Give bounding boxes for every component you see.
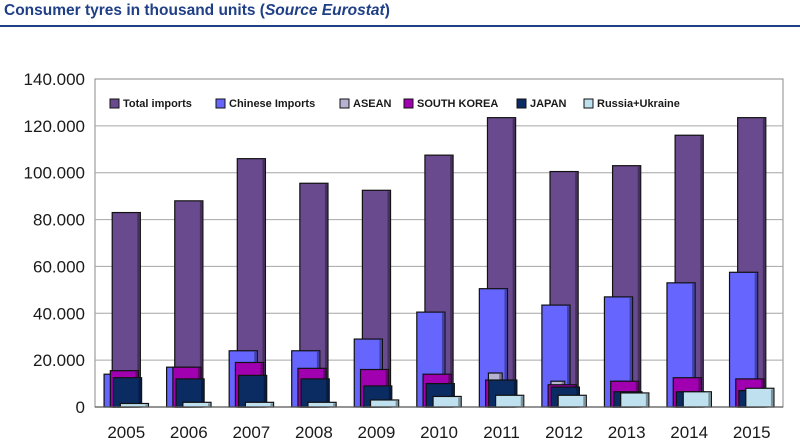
bar-shade bbox=[520, 396, 524, 406]
legend-swatch bbox=[516, 98, 527, 109]
bar-russia-ukraine-2010 bbox=[432, 395, 462, 408]
series-russia-ukraine bbox=[119, 387, 775, 408]
bar-shade bbox=[138, 378, 142, 406]
bar-shade bbox=[762, 118, 766, 407]
bar-russia-ukraine-2011 bbox=[495, 394, 525, 408]
heading-source: Source Eurostat bbox=[264, 2, 385, 19]
bar-shade bbox=[708, 392, 711, 406]
bar-shade bbox=[700, 136, 703, 406]
bar-shade bbox=[575, 172, 578, 406]
x-tick-label: 2008 bbox=[295, 423, 333, 442]
bar-shade bbox=[629, 297, 633, 406]
bar-japan-2005 bbox=[112, 377, 143, 408]
bar-shade bbox=[270, 403, 274, 406]
legend-item-total-imports: Total imports bbox=[109, 98, 192, 110]
bar-shade bbox=[208, 403, 211, 406]
bar-shade bbox=[262, 159, 265, 406]
bar-shade bbox=[441, 313, 445, 406]
bar-russia-ukraine-2012 bbox=[557, 394, 587, 408]
x-tick-label: 2009 bbox=[358, 423, 396, 442]
x-tick-label: 2015 bbox=[733, 423, 771, 442]
bar-russia-ukraine-2007 bbox=[244, 401, 275, 408]
chart-heading: Consumer tyres in thousand units (Source… bbox=[4, 2, 390, 20]
bar-shade bbox=[201, 379, 204, 406]
bar-shade bbox=[388, 386, 392, 406]
x-tick-label: 2005 bbox=[107, 423, 145, 442]
x-tick-label: 2013 bbox=[608, 423, 646, 442]
y-tick-label: 100.000 bbox=[24, 164, 85, 183]
bar-russia-ukraine-2009 bbox=[369, 399, 400, 408]
x-tick-label: 2007 bbox=[232, 423, 270, 442]
bar-shade bbox=[458, 397, 461, 406]
y-axis-ticks: 0 20.000 40.000 60.000 80.000 100.000 120.000 1… bbox=[24, 70, 85, 417]
bar-shade bbox=[692, 283, 695, 406]
y-tick-label: 0 bbox=[76, 398, 85, 417]
legend-label: SOUTH KOREA bbox=[417, 98, 498, 110]
legend-label: Total imports bbox=[123, 98, 192, 110]
bar-shade bbox=[637, 166, 641, 406]
legend-label: ASEAN bbox=[353, 98, 392, 110]
bar-russia-ukraine-2013 bbox=[620, 392, 650, 408]
legend-item-japan: JAPAN bbox=[516, 98, 567, 110]
legend-item-south-korea: SOUTH KOREA bbox=[403, 98, 498, 110]
y-tick-label: 80.000 bbox=[33, 211, 85, 230]
x-tick-label: 2010 bbox=[420, 423, 458, 442]
bar-shade bbox=[333, 403, 336, 406]
y-tick-label: 60.000 bbox=[33, 257, 85, 276]
x-tick-label: 2012 bbox=[545, 423, 583, 442]
bar-shade bbox=[324, 184, 328, 406]
bar-shade bbox=[199, 201, 203, 406]
legend-item-russia-ukraine: Russia+Ukraine bbox=[583, 98, 680, 110]
bar-shade bbox=[513, 381, 517, 406]
bar-shade bbox=[263, 376, 267, 406]
y-tick-label: 40.000 bbox=[33, 304, 85, 323]
bar-shade bbox=[137, 213, 140, 406]
legend-label: Chinese Imports bbox=[229, 98, 315, 110]
bar-shade bbox=[387, 191, 391, 406]
y-tick-label: 120.000 bbox=[24, 117, 85, 136]
y-tick-label: 20.000 bbox=[33, 351, 85, 370]
bar-shade bbox=[451, 384, 454, 406]
heading-close: ) bbox=[384, 2, 390, 19]
bar-shade bbox=[145, 404, 148, 406]
bar-shade bbox=[645, 393, 649, 406]
bar-shade bbox=[567, 306, 570, 406]
x-axis-ticks: 2005 2006 2007 2008 2009 2010 2011 2012 2013 2014… bbox=[107, 423, 770, 442]
legend-label: JAPAN bbox=[530, 98, 567, 110]
x-tick-label: 2011 bbox=[483, 423, 520, 442]
x-tick-label: 2006 bbox=[170, 423, 208, 442]
bar-shade bbox=[583, 396, 586, 406]
legend-item-chinese-imports: Chinese Imports bbox=[215, 98, 315, 110]
legend-swatch bbox=[403, 98, 414, 109]
heading-rule bbox=[0, 25, 800, 27]
legend-swatch bbox=[215, 98, 226, 109]
bar-shade bbox=[395, 400, 399, 406]
legend-swatch bbox=[339, 98, 350, 109]
bar-shade bbox=[770, 389, 774, 406]
bar-russia-ukraine-2015 bbox=[745, 387, 775, 408]
bar-russia-ukraine-2008 bbox=[307, 401, 337, 408]
legend-swatch bbox=[583, 98, 594, 109]
bar-shade bbox=[326, 379, 329, 406]
bar-russia-ukraine-2014 bbox=[682, 391, 712, 408]
legend-label: Russia+Ukraine bbox=[597, 98, 680, 110]
bar-shade bbox=[504, 289, 507, 406]
bars-group bbox=[103, 117, 775, 408]
bar-shade bbox=[754, 273, 758, 406]
legend-item-asean: ASEAN bbox=[339, 98, 392, 110]
bar-shade bbox=[450, 156, 453, 406]
x-tick-label: 2014 bbox=[670, 423, 708, 442]
legend: Total imports Chinese Imports ASEAN SOUTH K… bbox=[109, 98, 680, 110]
y-tick-label: 140.000 bbox=[24, 70, 85, 89]
heading-main: Consumer tyres in thousand units ( bbox=[4, 2, 265, 19]
legend-swatch bbox=[109, 98, 120, 109]
bar-russia-ukraine-2006 bbox=[182, 401, 212, 408]
bar-shade bbox=[512, 118, 516, 407]
